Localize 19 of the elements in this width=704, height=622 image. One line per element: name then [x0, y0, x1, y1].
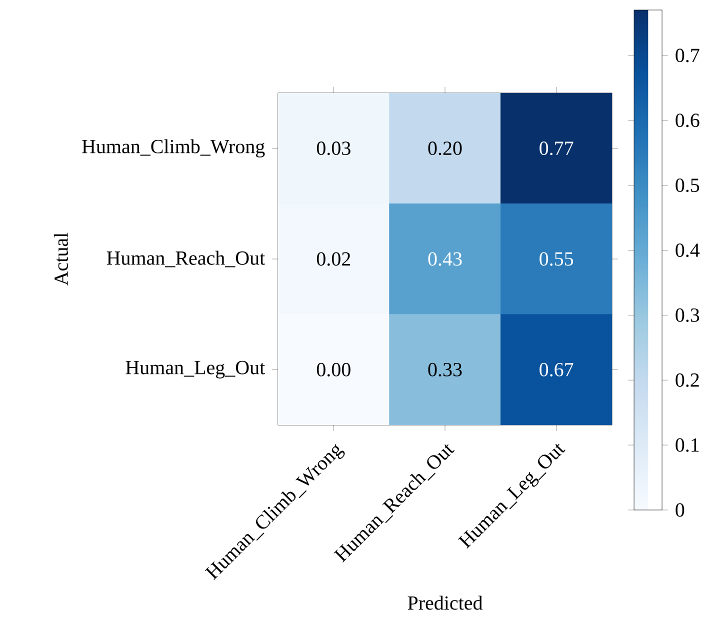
data-label: 0.67: [540, 362, 574, 376]
y-tick-label: Human_Leg_Out: [126, 360, 266, 378]
color-bar-label: 0: [676, 503, 684, 517]
color-bar-label: 0.2: [676, 373, 699, 387]
y-tick-label: Human_Reach_Out: [106, 250, 266, 268]
data-label: 0.03: [316, 142, 350, 156]
color-bar-label: 0.7: [676, 48, 700, 62]
data-label: 0.55: [540, 252, 574, 266]
x-axis-title: Predicted: [408, 596, 483, 610]
color-bar-label: 0.6: [676, 114, 700, 128]
data-label: 0.00: [316, 362, 350, 376]
color-bar-label: 0.4: [676, 243, 700, 258]
color-bar-label: 0.1: [676, 438, 699, 452]
color-bar-label: 0.3: [676, 308, 700, 322]
color-bar-label: 0.5: [676, 178, 700, 192]
y-axis-title: Actual: [54, 232, 68, 286]
data-label: 0.02: [316, 252, 350, 266]
data-label: 0.43: [428, 252, 462, 266]
y-tick-label: Human_Climb_Wrong: [82, 139, 265, 158]
